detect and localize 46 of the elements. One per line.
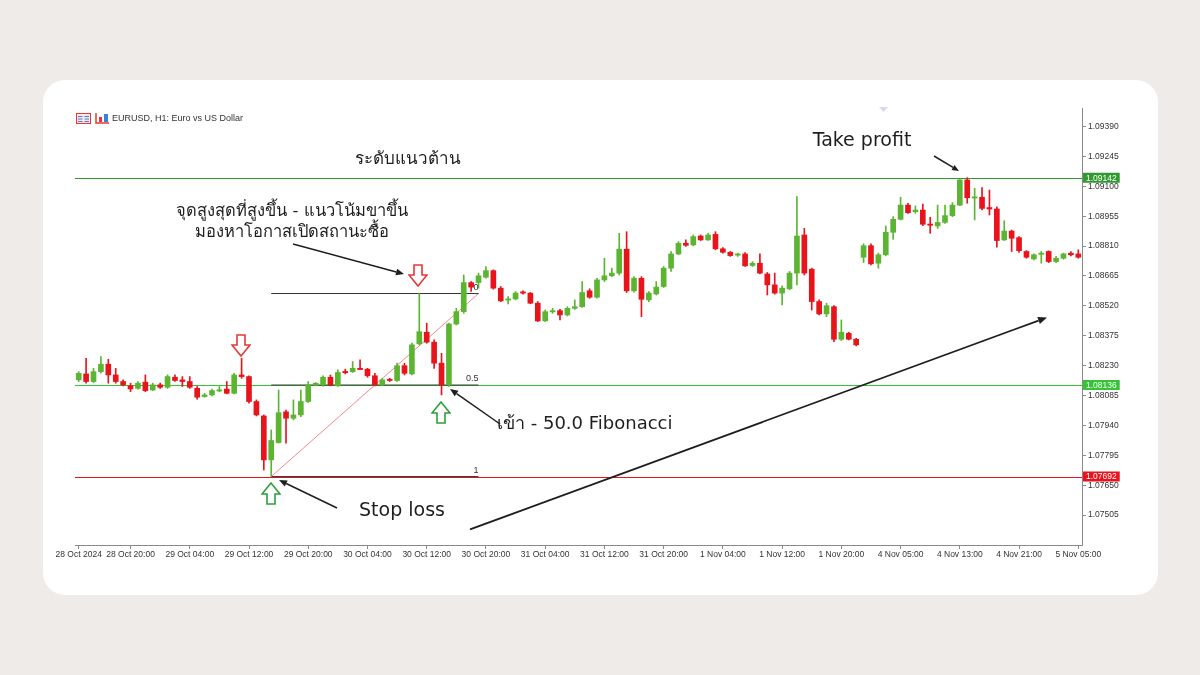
y-tick-label: 1.08375 bbox=[1088, 330, 1119, 341]
x-tick-label: 1 Nov 12:00 bbox=[759, 549, 806, 560]
x-tick-label: 30 Oct 04:00 bbox=[343, 549, 393, 560]
annotation: 1 bbox=[473, 464, 479, 475]
x-tick-label: 30 Oct 12:00 bbox=[402, 549, 452, 560]
y-tick-label: 1.07505 bbox=[1088, 509, 1119, 520]
annotation: 0.5 bbox=[466, 373, 479, 384]
y-tick-label: 1.09390 bbox=[1088, 120, 1119, 131]
x-tick-label: 31 Oct 12:00 bbox=[580, 549, 630, 560]
annotation: Take profit bbox=[812, 126, 912, 152]
x-tick-label: 31 Oct 04:00 bbox=[520, 549, 570, 560]
annotation: จุดสูงสุดที่สูงขึ้น - แนวโน้มขาขึ้น มองหาโอกาสเปิดสถานะซื้อ bbox=[176, 200, 408, 242]
candlestick bbox=[416, 293, 423, 346]
annotation: เข้า - 50.0 Fibonacci bbox=[497, 410, 673, 434]
x-tick-label: 4 Nov 21:00 bbox=[996, 549, 1043, 560]
text: EURUSD, H1: Euro vs US Dollar bbox=[112, 112, 244, 124]
y-tick-label: 1.08810 bbox=[1088, 240, 1119, 251]
x-tick-label: 29 Oct 04:00 bbox=[165, 549, 215, 560]
annotation: Stop loss bbox=[359, 496, 445, 522]
y-tick-label: 1.07940 bbox=[1088, 419, 1119, 430]
x-tick-label: 4 Nov 13:00 bbox=[936, 549, 984, 560]
ref-line-label: 1.07692 bbox=[1086, 471, 1117, 482]
y-tick-label: 1.09100 bbox=[1088, 180, 1119, 191]
y-tick-label: 1.07650 bbox=[1088, 479, 1119, 490]
y-tick-label: 1.08955 bbox=[1088, 210, 1119, 221]
annotation: ระดับแนวต้าน bbox=[355, 147, 461, 169]
x-tick-label: 1 Nov 04:00 bbox=[699, 549, 747, 560]
x-tick-label: 29 Oct 12:00 bbox=[224, 549, 274, 560]
y-tick-label: 1.08230 bbox=[1088, 360, 1119, 371]
candlestick bbox=[283, 409, 289, 444]
x-tick-label: 31 Oct 20:00 bbox=[639, 549, 689, 560]
x-tick-label: 30 Oct 20:00 bbox=[461, 549, 511, 560]
x-tick-label: 5 Nov 05:00 bbox=[1055, 549, 1102, 560]
y-tick-label: 1.08520 bbox=[1088, 300, 1119, 311]
x-tick-label: 1 Nov 20:00 bbox=[818, 549, 865, 560]
y-tick-label: 1.09245 bbox=[1088, 150, 1119, 161]
ref-line-label: 1.08136 bbox=[1086, 379, 1117, 390]
x-tick-label: 4 Nov 05:00 bbox=[877, 549, 924, 560]
annotation: 0 bbox=[473, 281, 479, 292]
x-tick-label: 28 Oct 20:00 bbox=[106, 549, 156, 560]
x-tick-label: 29 Oct 20:00 bbox=[283, 549, 333, 560]
y-tick-label: 1.08085 bbox=[1088, 389, 1119, 400]
x-tick-label: 28 Oct 2024 bbox=[55, 549, 103, 560]
y-tick-label: 1.07795 bbox=[1088, 449, 1119, 460]
y-tick-label: 1.08665 bbox=[1088, 270, 1119, 281]
ref-line-label: 1.09142 bbox=[1086, 172, 1117, 183]
